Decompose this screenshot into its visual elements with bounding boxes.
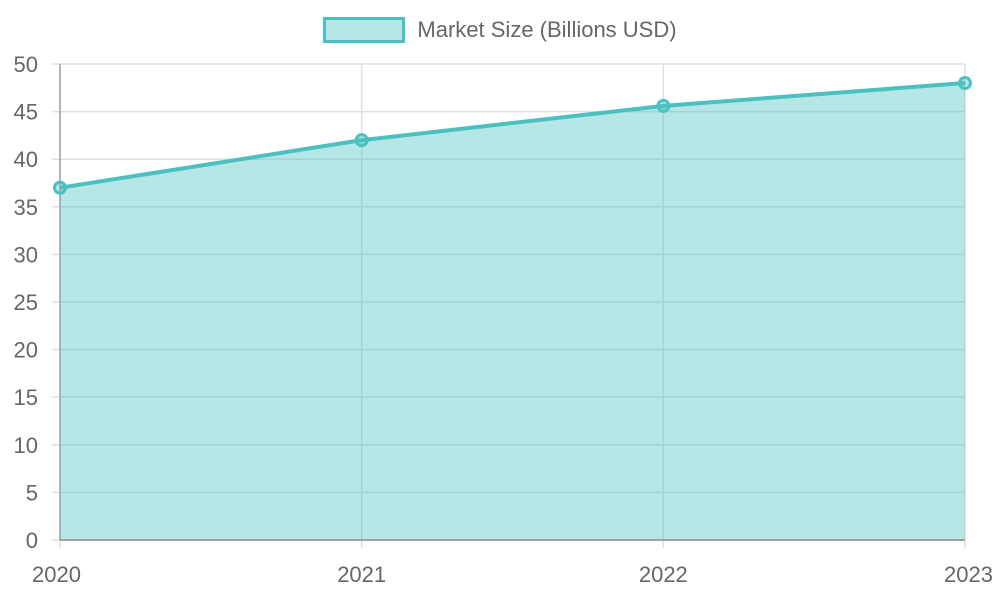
y-tick-label: 30 bbox=[14, 242, 38, 267]
x-tick-label: 2023 bbox=[944, 562, 993, 587]
y-tick-label: 50 bbox=[14, 52, 38, 77]
axes bbox=[59, 64, 965, 541]
y-axis-labels: 0 5 10 15 20 25 30 35 40 45 50 bbox=[14, 52, 38, 553]
y-tick-label: 20 bbox=[14, 338, 38, 363]
x-tick-label: 2021 bbox=[337, 562, 386, 587]
data-point[interactable] bbox=[354, 133, 369, 148]
y-tick-label: 25 bbox=[14, 290, 38, 315]
y-tick-label: 40 bbox=[14, 147, 38, 172]
y-tick-label: 45 bbox=[14, 100, 38, 125]
y-tick-label: 15 bbox=[14, 385, 38, 410]
legend-swatch[interactable] bbox=[323, 17, 406, 43]
x-axis-labels: 2020 2021 2022 2023 bbox=[32, 562, 993, 587]
y-tick-label: 35 bbox=[14, 195, 38, 220]
y-tick-label: 0 bbox=[26, 528, 38, 553]
data-point[interactable] bbox=[53, 180, 67, 195]
legend-label: Market Size (Billions USD) bbox=[417, 17, 677, 42]
data-point[interactable] bbox=[656, 98, 671, 113]
y-tick-label: 5 bbox=[26, 480, 38, 505]
y-tick-label: 10 bbox=[14, 433, 38, 458]
data-point[interactable] bbox=[958, 76, 972, 91]
x-tick-label: 2022 bbox=[639, 562, 688, 587]
data-points[interactable] bbox=[53, 76, 972, 195]
x-tick-label: 2020 bbox=[32, 562, 81, 587]
chart-legend[interactable]: Market Size (Billions USD) bbox=[0, 17, 1000, 43]
area-series bbox=[59, 81, 966, 540]
